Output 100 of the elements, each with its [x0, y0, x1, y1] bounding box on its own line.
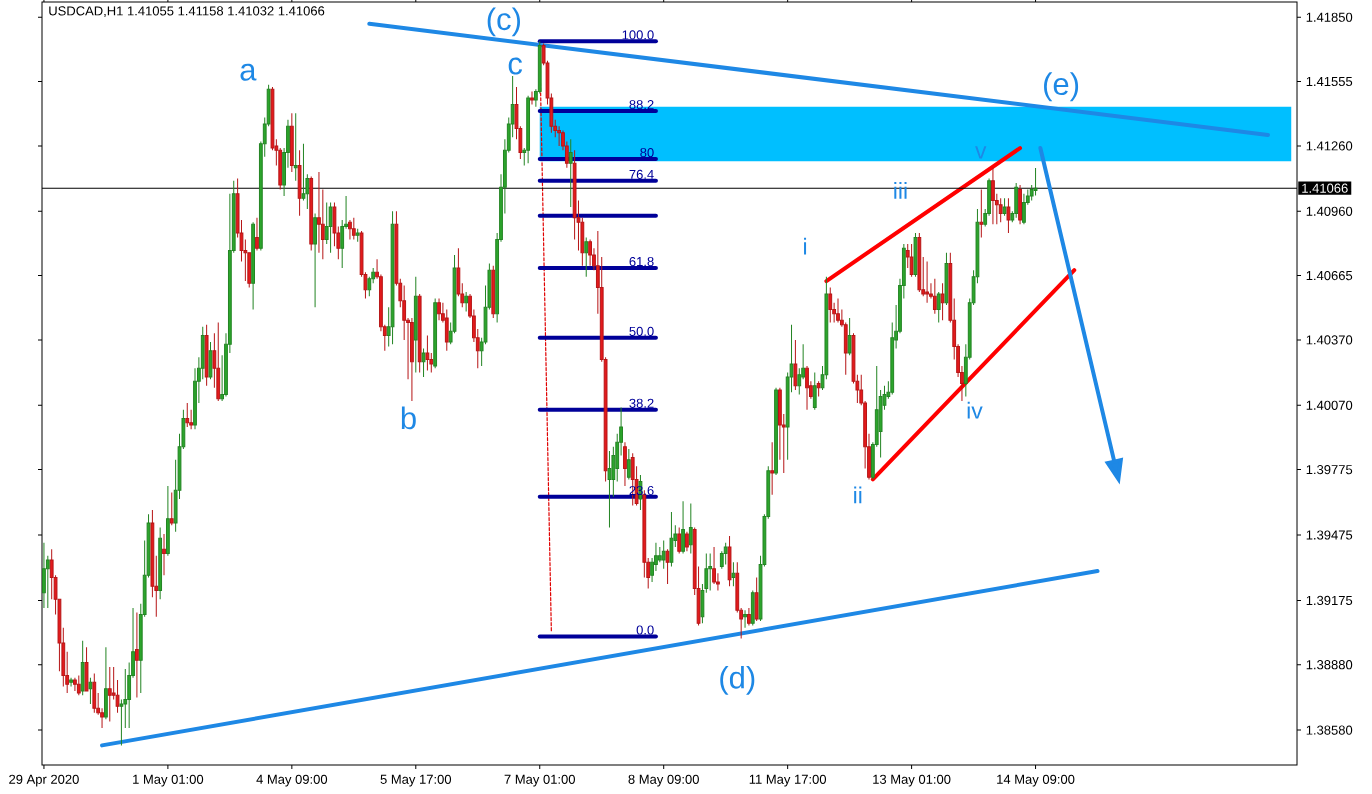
- candlestick: [42, 542, 46, 609]
- y-tick-label: 1.38880: [1306, 660, 1353, 670]
- candlestick: [73, 677, 77, 692]
- candlestick: [743, 609, 747, 629]
- candlestick: [84, 646, 89, 692]
- x-tick-label: 4 May 09:00: [256, 774, 328, 787]
- candlestick: [491, 265, 496, 319]
- candlestick: [255, 217, 259, 252]
- candlestick: [1022, 193, 1026, 225]
- annotation: i: [804, 237, 807, 255]
- candlestick: [76, 675, 81, 696]
- annotation: ii: [854, 486, 862, 504]
- candlestick: [169, 492, 174, 526]
- x-tick-label: 11 May 17:00: [749, 774, 827, 787]
- candlestick: [936, 291, 941, 323]
- candlestick: [584, 236, 589, 278]
- candlestick: [92, 672, 97, 714]
- candlestick: [1033, 167, 1038, 197]
- candlestick: [88, 677, 93, 705]
- candlestick: [677, 526, 682, 555]
- x-tick-label: 14 May 09:00: [997, 774, 1075, 787]
- y-tick-label: 1.40070: [1306, 400, 1353, 410]
- y-tick-label: 1.40960: [1306, 206, 1353, 216]
- candlestick: [723, 542, 728, 565]
- candlestick: [925, 260, 929, 304]
- candlestick: [80, 640, 85, 696]
- candlestick: [530, 90, 534, 105]
- x-tick-label: 5 May 17:00: [380, 774, 452, 787]
- candlestick: [661, 539, 666, 570]
- candlestick: [940, 282, 945, 321]
- chart-title: USDCAD,H1 1.41055 1.41158 1.41032 1.41066: [49, 6, 325, 18]
- candlestick: [390, 210, 395, 345]
- annotation: c: [508, 57, 523, 75]
- candlestick: [348, 219, 352, 241]
- candlestick: [355, 228, 360, 243]
- candlestick: [413, 276, 418, 374]
- y-tick-label: 1.40370: [1306, 335, 1353, 345]
- candlestick: [747, 607, 751, 626]
- candlestick: [770, 441, 775, 496]
- candlestick: [979, 188, 984, 238]
- candlestick: [1018, 184, 1022, 225]
- candlestick: [681, 500, 685, 555]
- candlestick: [204, 324, 209, 387]
- candlestick: [104, 646, 108, 720]
- candlestick: [421, 348, 426, 378]
- candlestick: [932, 278, 937, 315]
- candlestick: [1006, 197, 1011, 234]
- candlestick: [727, 535, 732, 587]
- candlestick: [251, 221, 255, 310]
- annotation: a: [240, 63, 257, 81]
- candlestick: [669, 511, 674, 568]
- series-label: 38.2: [629, 398, 654, 408]
- y-tick-label: 1.41850: [1306, 12, 1353, 22]
- x-tick-label: 13 May 01:00: [873, 774, 951, 787]
- x-tick-label: 29 Apr 2020: [9, 774, 79, 787]
- ref-line-label: 1.41066: [1302, 183, 1348, 193]
- candlestick: [417, 293, 422, 374]
- candlestick: [828, 287, 833, 323]
- annotation: (e): [1044, 72, 1079, 102]
- candlestick: [917, 232, 922, 293]
- candlestick: [437, 297, 441, 321]
- candlestick: [208, 341, 213, 380]
- annotation: iv: [967, 401, 983, 419]
- candlestick: [998, 197, 1003, 223]
- candlestick: [836, 297, 840, 323]
- candlestick: [309, 175, 314, 252]
- candlestick: [328, 202, 333, 254]
- candlestick: [293, 112, 298, 182]
- candlestick: [623, 441, 627, 487]
- candlestick: [816, 380, 821, 398]
- candlestick: [944, 252, 949, 306]
- candlestick: [750, 590, 755, 626]
- candlestick: [433, 297, 438, 369]
- candlestick: [793, 339, 798, 391]
- x-tick-label: 8 May 09:00: [628, 774, 699, 787]
- candlestick: [135, 611, 139, 698]
- candlestick: [708, 553, 713, 592]
- candlestick: [526, 95, 531, 164]
- candlestick: [731, 561, 736, 587]
- y-tick-label: 1.39475: [1306, 530, 1353, 540]
- candlestick: [1014, 182, 1019, 219]
- candlestick: [588, 239, 592, 267]
- y-tick-label: 1.39175: [1306, 595, 1353, 606]
- candlestick: [774, 387, 778, 476]
- candlestick: [812, 372, 817, 411]
- candlestick: [166, 485, 170, 557]
- y-tick-label: 1.41555: [1306, 77, 1353, 87]
- candlestick: [626, 448, 631, 480]
- candlestick: [162, 533, 166, 576]
- candlestick: [289, 112, 294, 173]
- candlestick: [685, 531, 689, 552]
- candlestick: [425, 335, 430, 371]
- series-label: 80: [640, 147, 654, 158]
- series-label: 61.8: [629, 256, 654, 267]
- y-tick-label: 1.39775: [1306, 465, 1353, 475]
- series-label: 50.0: [629, 326, 654, 336]
- y-tick-label: 1.40665: [1306, 270, 1353, 281]
- candlestick: [297, 149, 302, 217]
- x-tick-label: 7 May 01:00: [504, 774, 575, 787]
- annotation: (c): [487, 7, 520, 37]
